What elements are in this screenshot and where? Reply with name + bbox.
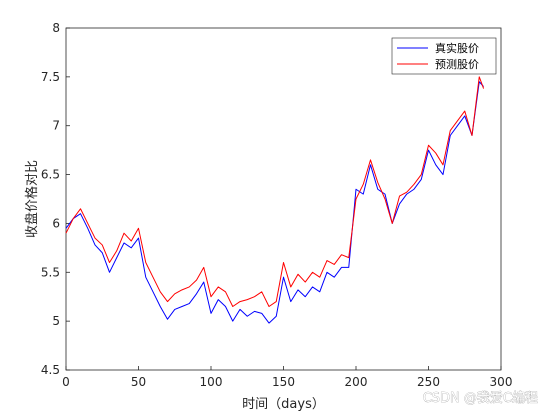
y-axis-ticks: 4.5 5 5.5 6 6.5 7 7.5 8 <box>41 21 70 377</box>
legend-box <box>391 37 497 75</box>
y-tick-label: 5.5 <box>41 265 60 279</box>
y-tick-label: 4.5 <box>41 363 60 377</box>
watermark: CSDN @我爱C编程 <box>423 391 538 406</box>
legend-entry-real: 真实股价 <box>435 41 479 55</box>
legend: 真实股价 预测股价 <box>391 37 497 75</box>
y-tick-label: 6.5 <box>41 168 60 182</box>
x-axis-ticks: 0 50 100 150 200 250 300 <box>62 366 512 389</box>
plot-area <box>65 27 502 371</box>
x-axis-label: 时间（days） <box>242 397 325 412</box>
x-tick-label: 0 <box>62 375 70 389</box>
x-tick-label: 50 <box>131 375 146 389</box>
y-tick-label: 7.5 <box>41 70 60 84</box>
y-tick-label: 6 <box>52 216 60 230</box>
x-tick-label: 100 <box>200 375 223 389</box>
series-layer <box>65 76 485 324</box>
x-tick-label: 300 <box>490 375 513 389</box>
y-axis-label: 收盘价格对比 <box>24 160 40 238</box>
legend-entry-predicted: 预测股价 <box>435 58 479 71</box>
y-tick-label: 8 <box>52 21 60 35</box>
y-tick-label: 5 <box>52 314 60 328</box>
series-line-predicted <box>65 76 485 307</box>
series-line-real <box>65 81 484 324</box>
x-tick-label: 250 <box>417 375 440 389</box>
y-tick-label: 7 <box>52 119 60 133</box>
x-tick-label: 150 <box>272 375 295 389</box>
x-tick-label: 200 <box>345 375 368 389</box>
